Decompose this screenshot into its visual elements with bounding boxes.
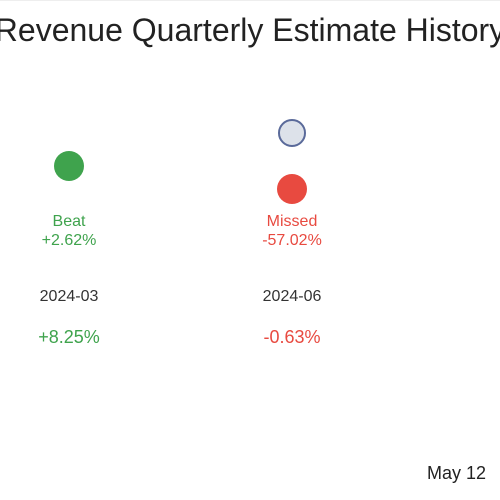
status-label: Missed [267, 213, 318, 230]
change-label: -0.63% [263, 327, 320, 347]
surprise-label: -57.02% [262, 232, 322, 249]
quarter-date-label: 2024-03 [40, 288, 99, 305]
actual-marker [277, 174, 307, 204]
surprise-label: +2.62% [42, 232, 97, 249]
change-label: +8.25% [38, 327, 100, 347]
estimate-marker [278, 119, 306, 147]
quarter-date-label: 2024-06 [263, 288, 322, 305]
status-label: Beat [53, 213, 86, 230]
footer-date: May 12 [427, 463, 487, 483]
top-divider [0, 0, 500, 1]
chart-title: Revenue Quarterly Estimate History [0, 12, 500, 48]
actual-marker [54, 151, 84, 181]
